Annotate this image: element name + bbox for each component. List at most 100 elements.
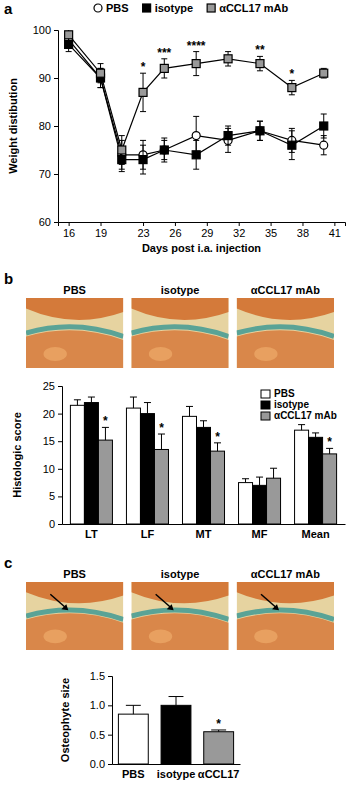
error-bar — [186, 406, 193, 416]
y-tick-label: 0 — [49, 518, 55, 530]
error-bar-part — [289, 159, 295, 160]
x-tick: 35 — [265, 222, 277, 239]
significance: * — [141, 60, 146, 74]
x-tick: 26 — [169, 222, 181, 239]
y-axis-line — [108, 677, 113, 765]
image-background — [131, 298, 228, 368]
significance: * — [103, 414, 108, 428]
legend: PBSisotypeαCCL17 mAb — [261, 388, 337, 421]
error-bar-part — [225, 51, 231, 52]
x-tick-label: 41 — [329, 227, 341, 239]
error-bar — [140, 73, 146, 111]
error-bar — [66, 30, 72, 42]
x-tick-mark — [302, 222, 303, 226]
image-tissue — [131, 298, 228, 320]
error-bar-part — [257, 140, 263, 141]
x-tick: 38 — [297, 222, 309, 239]
error-bar — [214, 443, 221, 451]
error-bar-part — [321, 154, 327, 155]
bar — [154, 449, 168, 524]
image-background — [26, 582, 123, 650]
bar — [84, 403, 98, 524]
y-tick-label: 0.5 — [90, 729, 105, 741]
y-axis-line — [58, 387, 63, 525]
error-bar-part — [98, 87, 104, 88]
legend: PBSisotypeαCCL17 mAb — [94, 2, 289, 14]
error-bar-part — [321, 138, 327, 139]
image-tissue — [131, 613, 228, 650]
image-tissue — [237, 613, 334, 650]
image-label: PBS — [63, 284, 86, 296]
x-tick-mark — [207, 222, 208, 226]
error-bar — [130, 397, 137, 408]
error-bar-part — [257, 70, 263, 71]
y-tick: 1.5 — [90, 670, 112, 682]
x-tick-label: isotype — [157, 768, 196, 780]
legend-label: αCCL17 mAb — [274, 410, 337, 421]
y-tick: 0.0 — [90, 758, 112, 770]
bar — [204, 732, 234, 764]
error-bar-part — [144, 402, 151, 403]
data-point — [139, 156, 147, 164]
bar — [161, 705, 191, 764]
x-tick-label: 19 — [95, 227, 107, 239]
image-tissue — [44, 630, 67, 644]
y-tick-label: 90 — [39, 72, 51, 84]
error-bar-part — [130, 397, 137, 398]
error-bar — [144, 403, 151, 414]
y-tick-mark — [58, 469, 62, 470]
error-bar — [74, 400, 81, 406]
image-label: isotype — [161, 284, 200, 296]
error-bar-part — [140, 145, 146, 146]
y-tick-mark — [54, 126, 58, 127]
x-tick-label: MT — [196, 528, 212, 540]
image-tissue — [237, 582, 334, 603]
error-bar-part — [257, 140, 263, 141]
error-bar — [161, 138, 167, 162]
image-tissue — [149, 347, 172, 361]
y-tick-label: 1.0 — [90, 699, 105, 711]
y-tick-label: 1.5 — [90, 670, 105, 682]
data-point — [256, 127, 264, 135]
bar — [295, 430, 309, 524]
error-bar-part — [225, 145, 231, 146]
y-tick: 60 — [39, 216, 58, 228]
y-axis: 60708090100 — [33, 24, 59, 228]
y-axis: 0.0 0.5 1.0 1.5 — [90, 670, 113, 770]
error-bar-part — [217, 443, 218, 451]
x-tick-label: 26 — [169, 227, 181, 239]
error-bar-part — [256, 477, 263, 478]
legend-label: PBS — [274, 388, 295, 399]
error-bar — [119, 136, 125, 165]
significance: **** — [187, 39, 206, 53]
bar — [118, 714, 148, 764]
error-bar-part — [147, 403, 148, 414]
data-point — [320, 122, 328, 130]
significance: * — [327, 435, 332, 449]
y-tick: 15 — [43, 435, 62, 447]
data-point — [65, 31, 73, 39]
x-tick-label: PBS — [122, 768, 145, 780]
error-bar-part — [312, 432, 319, 433]
error-bar-part — [193, 169, 199, 170]
error-bar — [321, 114, 327, 138]
histology-image — [237, 298, 334, 368]
error-bar — [169, 697, 184, 706]
error-bar-part — [119, 171, 125, 172]
x-tick-mark — [69, 222, 70, 226]
error-bar-part — [140, 140, 146, 141]
data-point — [192, 151, 200, 159]
image-tissue — [26, 582, 123, 603]
error-bar-part — [289, 128, 295, 129]
x-tick: αCCL17 — [198, 764, 240, 780]
image-tissue — [131, 582, 228, 603]
histology-image — [131, 582, 228, 650]
bar — [309, 437, 323, 524]
image-tissue — [149, 630, 172, 644]
data-point — [288, 84, 296, 92]
y-tick-label: 60 — [39, 216, 51, 228]
error-bar — [242, 479, 249, 483]
error-bar-part — [225, 152, 231, 153]
x-tick-label: αCCL17 — [198, 768, 240, 780]
data-point — [139, 88, 147, 96]
